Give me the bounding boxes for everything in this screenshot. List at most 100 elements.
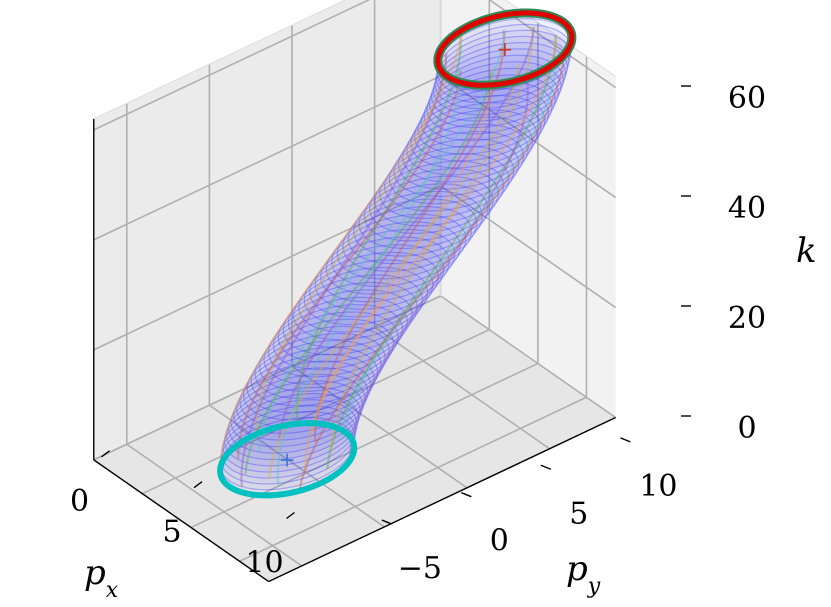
start-marker: +: [279, 447, 296, 471]
trajectory: [330, 26, 534, 452]
x-axis-line: [268, 416, 616, 583]
tube-ring: [267, 304, 404, 378]
tube-ring: [325, 221, 461, 295]
pane-left: [440, 0, 616, 418]
trajectory: [257, 29, 507, 453]
axis-lines: [93, 0, 691, 583]
grid-line: [239, 396, 587, 562]
grid-line: [291, 365, 468, 489]
grid-line: [93, 75, 442, 241]
tube-ring: [353, 183, 489, 257]
tube-ring: [246, 339, 382, 414]
grid-line: [93, 295, 442, 461]
tube-ring: [298, 259, 434, 333]
y-axis-label: py: [566, 549, 601, 599]
z-tick-label: 0: [737, 411, 756, 446]
x-tick-label: 0: [70, 484, 89, 519]
grid-line: [126, 443, 303, 567]
x-tick-label: 5: [162, 515, 181, 550]
tube-ring: [223, 392, 360, 467]
tube-ring: [277, 289, 413, 363]
x-tick: [286, 511, 295, 520]
tube-ring: [347, 190, 483, 265]
pane-right: [93, 0, 441, 460]
y-tick-label: 10: [639, 469, 677, 504]
tube-ring: [258, 318, 395, 392]
tube-ring: [331, 213, 467, 288]
grid-line: [190, 362, 539, 529]
tube-ring: [282, 281, 418, 356]
grid-line: [142, 328, 490, 495]
trajectory: [255, 55, 447, 439]
tube-ring: [254, 325, 390, 400]
tube-ring: [406, 102, 542, 176]
trajectory: [295, 31, 462, 424]
tube-ring: [336, 206, 472, 280]
y-tick-label: 0: [490, 524, 509, 559]
grid-line: [93, 185, 442, 351]
trajectory: [277, 26, 536, 439]
grid-line: [440, 295, 617, 419]
z-axis-label: k: [796, 231, 817, 271]
grid-line: [374, 326, 551, 450]
trajectory: [349, 77, 529, 460]
y-axis-line: [93, 459, 270, 583]
y-tick: [540, 464, 552, 470]
trajectories: [218, 26, 566, 492]
trajectory: [326, 34, 557, 470]
tube-ring: [222, 399, 358, 473]
trajectory: [240, 53, 448, 487]
tube-ring: [272, 296, 409, 371]
tube-ring: [287, 274, 424, 348]
tube-ring: [393, 123, 529, 197]
y-tick: [620, 437, 631, 443]
tube-ring: [263, 311, 399, 385]
tube-ring: [233, 367, 369, 441]
tick-labels: 0 5 10 −5 0 5 10 0 20 40 60: [70, 81, 766, 586]
trajectory: [244, 72, 493, 475]
tube-ring: [410, 95, 546, 169]
tube-ring: [432, 41, 569, 116]
tube-ring: [342, 198, 478, 272]
tube-ring: [388, 130, 525, 205]
trajectory: [218, 29, 464, 472]
y-tick-label: 5: [569, 496, 588, 531]
trajectory: [341, 55, 558, 440]
tube-ring: [292, 266, 429, 341]
y-tick-label: −5: [398, 551, 442, 586]
tube-ring: [420, 74, 556, 148]
end-circles: ++: [217, 8, 577, 499]
grid-line: [440, 75, 617, 199]
tube-ring: [368, 160, 505, 234]
grid-line: [208, 404, 385, 528]
end-circle: [435, 10, 575, 88]
end-marker: +: [496, 37, 513, 61]
trajectory: [311, 36, 558, 432]
z-tick-label: 60: [728, 81, 766, 116]
tube-ring: [417, 81, 553, 155]
trajectory: [313, 30, 506, 443]
grid-line: [93, 0, 371, 131]
y-tick: [461, 492, 472, 498]
tube-ring: [374, 153, 510, 227]
tube-ring: [358, 175, 494, 250]
tube-rings: [219, 12, 573, 496]
trajectory: [267, 64, 520, 479]
tube-ring: [220, 411, 356, 485]
grid-line: [488, 0, 617, 89]
pane-edge: [93, 0, 347, 120]
tube-ring: [434, 35, 570, 110]
x-tick-label: 10: [245, 546, 283, 581]
z-tick-label: 40: [728, 191, 766, 226]
tube-ring: [309, 244, 445, 318]
tube-ring: [250, 332, 386, 407]
start-circle: [217, 420, 358, 499]
y-tick: [381, 519, 393, 525]
tube-ring: [320, 228, 456, 303]
z-tick-label: 20: [728, 301, 766, 336]
trajectory: [237, 70, 462, 459]
tube-ring: [413, 88, 550, 162]
x-tick: [101, 450, 110, 458]
tube-ring: [236, 360, 372, 434]
